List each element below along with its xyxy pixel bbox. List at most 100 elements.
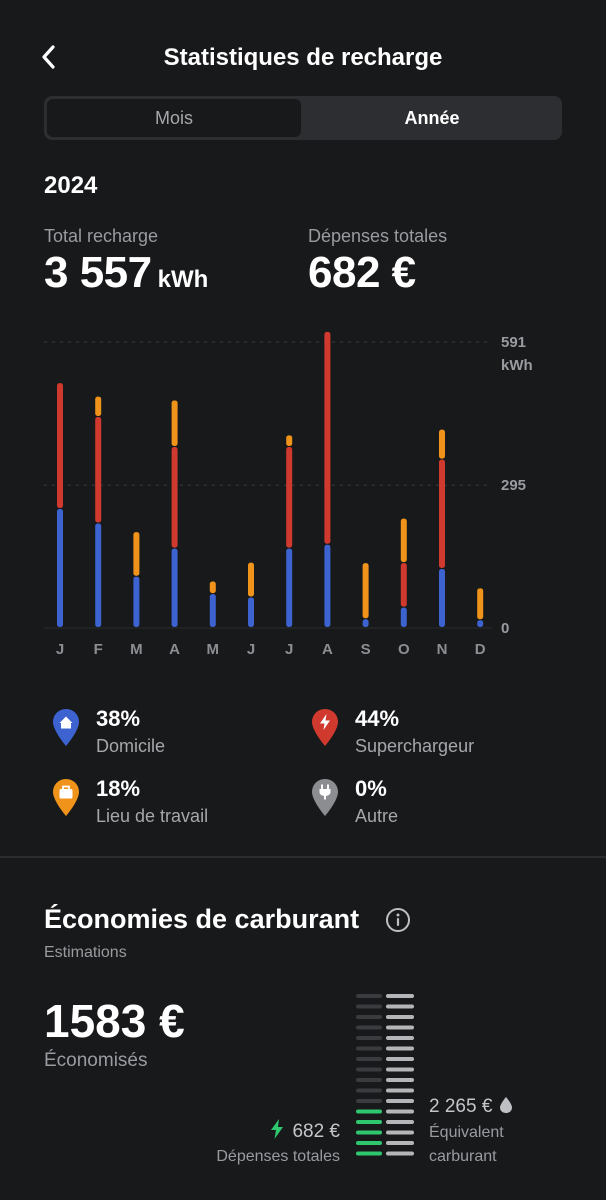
- gauge-equivalent-number: 2 265 €: [429, 1096, 493, 1117]
- gauge-bar-empty: [356, 994, 382, 998]
- tab-month[interactable]: Mois: [47, 99, 301, 137]
- bar-segment-home[interactable]: [57, 508, 63, 627]
- legend-work-label: Lieu de travail: [96, 806, 209, 826]
- tab-year[interactable]: Année: [404, 108, 460, 128]
- gauge-equivalent-value: 2 265 €: [429, 1096, 513, 1118]
- gauge-equivalent-label-1: Équivalent: [429, 1124, 504, 1141]
- fuel-comparison-gauge: [356, 994, 414, 1156]
- gauge-bar-fuel: [386, 1004, 414, 1009]
- bar-segment-home[interactable]: [439, 568, 445, 627]
- gauge-bar-electric: [356, 1130, 382, 1135]
- gauge-bar-electric: [356, 1109, 382, 1114]
- monthly-charge-chart[interactable]: 591 295 0 kWh J F M A M J J A S O N D: [0, 320, 606, 665]
- fuel-savings-title: Économies de carburant: [44, 904, 360, 934]
- bar-segment-home[interactable]: [362, 619, 369, 627]
- year-heading: 2024: [44, 172, 98, 199]
- gauge-bar-fuel: [386, 1088, 414, 1093]
- gauge-bar-fuel: [386, 994, 414, 998]
- bar-segment-work[interactable]: [133, 532, 140, 576]
- gauge-bar-fuel: [386, 1151, 414, 1156]
- bar-segment-home[interactable]: [95, 523, 102, 627]
- legend-supercharger-label: Superchargeur: [355, 736, 475, 756]
- gauge-bar-empty: [356, 1046, 382, 1051]
- bar-segment-home[interactable]: [171, 548, 178, 627]
- bar-segment-home[interactable]: [286, 548, 293, 627]
- briefcase-pin-icon: [53, 779, 79, 816]
- bar-segment-work[interactable]: [171, 400, 178, 447]
- legend-other-pct: 0%: [355, 776, 387, 801]
- gauge-bar-empty: [356, 1036, 382, 1040]
- gauge-bar-fuel: [386, 1130, 414, 1135]
- bar-segment-home[interactable]: [209, 594, 216, 627]
- gauge-bar-electric: [356, 1151, 382, 1156]
- bar-segment-work[interactable]: [477, 588, 484, 620]
- bar-segment-supercharger[interactable]: [324, 331, 331, 544]
- saved-amount: 1583 €: [44, 995, 185, 1047]
- bar-segment-home[interactable]: [133, 576, 140, 627]
- gauge-bar-empty: [356, 1099, 382, 1103]
- total-charge-unit: kWh: [157, 266, 209, 293]
- fuel-drop-icon: [500, 1097, 513, 1113]
- month-label: M: [207, 641, 220, 658]
- total-charge-number: 3 557: [44, 248, 152, 297]
- month-label: D: [475, 641, 486, 658]
- gauge-bar-electric: [356, 1120, 382, 1124]
- bar-segment-supercharger[interactable]: [286, 447, 293, 548]
- gauge-bar-empty: [356, 1015, 382, 1019]
- saved-label: Économisés: [44, 1050, 148, 1071]
- bar-segment-work[interactable]: [286, 435, 293, 447]
- fuel-savings-subtitle: Estimations: [44, 944, 127, 961]
- bar-segment-work[interactable]: [400, 518, 407, 563]
- bolt-pin-icon: [312, 709, 338, 746]
- gauge-bar-empty: [356, 1004, 382, 1009]
- bar-segment-home[interactable]: [324, 544, 331, 627]
- info-button[interactable]: [385, 907, 411, 938]
- gauge-bar-fuel: [386, 1109, 414, 1114]
- bar-segment-work[interactable]: [209, 581, 216, 594]
- bar-segment-work[interactable]: [95, 396, 102, 417]
- gauge-spend-label: Dépenses totales: [216, 1148, 340, 1165]
- legend-supercharger-pct: 44%: [355, 706, 400, 731]
- total-spend-value: 682 €: [308, 248, 416, 297]
- month-label: O: [398, 641, 410, 658]
- gauge-bar-fuel: [386, 1046, 414, 1051]
- gauge-bar-empty: [356, 1057, 382, 1061]
- month-label: A: [322, 641, 333, 658]
- gauge-spend-number: 682 €: [292, 1121, 340, 1142]
- month-label: N: [437, 641, 448, 658]
- legend-work-pct: 18%: [96, 776, 141, 801]
- bar-segment-supercharger[interactable]: [439, 459, 445, 568]
- gauge-bar-fuel: [386, 1099, 414, 1103]
- bar-segment-home[interactable]: [400, 607, 407, 627]
- y-axis-unit: kWh: [501, 357, 533, 374]
- back-button[interactable]: [36, 40, 66, 74]
- gauge-bar-electric: [356, 1141, 382, 1145]
- bar-segment-supercharger[interactable]: [95, 417, 102, 523]
- gauge-bar-fuel: [386, 1120, 414, 1124]
- gauge-bar-empty: [356, 1078, 382, 1082]
- month-label: J: [285, 641, 293, 658]
- bar-segment-work[interactable]: [439, 429, 445, 459]
- bar-segment-work[interactable]: [248, 562, 254, 597]
- month-label: J: [56, 641, 64, 658]
- gauge-bar-fuel: [386, 1067, 414, 1072]
- month-label: J: [247, 641, 255, 658]
- month-label: S: [361, 641, 371, 658]
- total-charge-label: Total recharge: [44, 226, 159, 246]
- bar-segment-work[interactable]: [362, 563, 369, 619]
- y-tick-label: 295: [501, 477, 526, 494]
- gauge-equivalent-label-2: carburant: [429, 1148, 497, 1165]
- bar-segment-home[interactable]: [477, 620, 484, 627]
- legend-home-label: Domicile: [96, 736, 166, 756]
- month-label: M: [130, 641, 143, 658]
- gauge-bar-empty: [356, 1067, 382, 1072]
- y-tick-label: 0: [501, 620, 509, 637]
- bolt-icon: [271, 1119, 284, 1139]
- bar-segment-supercharger[interactable]: [171, 447, 178, 548]
- bar-segment-home[interactable]: [248, 597, 254, 627]
- gauge-bar-fuel: [386, 1078, 414, 1082]
- bar-segment-supercharger[interactable]: [57, 383, 63, 508]
- gauge-bar-fuel: [386, 1015, 414, 1019]
- bar-segment-supercharger[interactable]: [400, 563, 407, 607]
- legend-other-label: Autre: [355, 806, 399, 826]
